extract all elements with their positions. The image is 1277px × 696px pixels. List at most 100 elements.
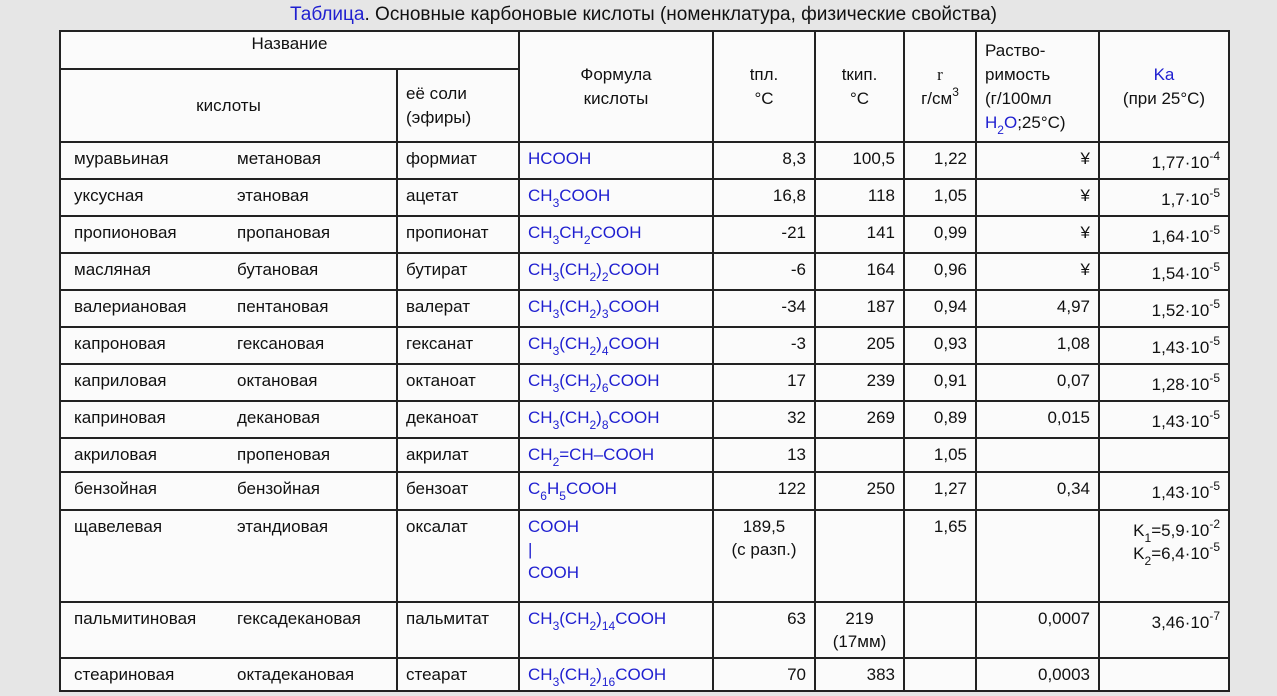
cell-text: валериановая <box>74 297 187 316</box>
cell-text: пропановая <box>237 223 331 242</box>
text-piece: ) <box>596 297 602 316</box>
text-piece: COOH <box>615 609 667 628</box>
cell-text: 100,5 <box>852 149 895 168</box>
melting-point: 122 <box>712 471 816 511</box>
subscript: 4 <box>601 344 609 358</box>
acid-name: пальмитиновая <box>59 601 229 659</box>
solubility: 0,07 <box>975 363 1100 402</box>
salt-name: акрилат <box>396 437 520 473</box>
subscript: 1 <box>1144 531 1152 545</box>
header-cell: кислоты <box>59 68 398 143</box>
subscript: 2 <box>589 270 597 284</box>
subscript: 2 <box>589 619 597 633</box>
formula: CH3CH2COOH <box>518 215 714 254</box>
formula: CH3(CH2)14COOH <box>518 601 714 659</box>
boiling-point: 141 <box>814 215 905 254</box>
subscript: 3 <box>601 307 609 321</box>
subscript: 5 <box>559 489 566 503</box>
ka: 1,43·10-5 <box>1098 471 1230 511</box>
cell-text: октановая <box>237 371 318 390</box>
melting-point: -6 <box>712 252 816 291</box>
systematic-name: гексановая <box>229 326 398 365</box>
solubility: 0,0007 <box>975 601 1100 659</box>
systematic-name: пентановая <box>229 289 398 328</box>
text-piece: H <box>546 479 560 498</box>
acids-table: Название Формула кислоты tпл. °С tкип. °… <box>59 30 1230 692</box>
subscript: 2 <box>589 675 597 689</box>
density <box>903 601 977 659</box>
salt-name: октаноат <box>396 363 520 402</box>
boiling-point: 250 <box>814 471 905 511</box>
cell-text: 239 <box>866 371 895 390</box>
cell-text: 0,93 <box>933 334 967 353</box>
boiling-point: 219 (17мм) <box>814 601 905 659</box>
text-piece: 1,43·10 <box>1151 412 1210 431</box>
text-piece: O <box>1003 112 1018 132</box>
boiling-point: 239 <box>814 363 905 402</box>
systematic-name: гексадекановая <box>229 601 398 659</box>
acid-name: щавелевая <box>59 509 229 603</box>
text-piece: COOH <box>608 408 660 427</box>
text-piece: (CH <box>559 609 590 628</box>
melting-point: -21 <box>712 215 816 254</box>
superscript: -5 <box>1209 479 1220 493</box>
table-row: стеариновая октадекановая стеарат CH3(CH2)1… <box>59 657 1230 692</box>
cell-text: стеариновая <box>74 665 175 684</box>
cell-text: формиат <box>406 149 477 168</box>
boiling-point <box>814 509 905 603</box>
acid-name: каприновая <box>59 400 229 439</box>
formula: CH3(CH2)4COOH <box>518 326 714 365</box>
acid-name: муравьиная <box>59 141 229 180</box>
subscript: 3 <box>552 381 560 395</box>
superscript: -5 <box>1209 334 1220 348</box>
text-piece: CH <box>528 609 553 628</box>
cell-text: гексановая <box>237 334 325 353</box>
formula: CH3(CH2)6COOH <box>518 363 714 402</box>
cell-text: Название <box>251 34 328 53</box>
formula: CH3(CH2)16COOH <box>518 657 714 692</box>
cell-text: 164 <box>866 260 895 279</box>
cell-text: 0,015 <box>1047 408 1090 427</box>
cell-text: пальмитиновая <box>74 609 197 628</box>
cell-text: 0,0003 <box>1038 665 1090 684</box>
subscript: 3 <box>552 307 560 321</box>
ka <box>1098 657 1230 692</box>
melting-point: 16,8 <box>712 178 816 217</box>
subscript: 2 <box>1144 554 1152 568</box>
boiling-point <box>814 437 905 473</box>
formula: CH3(CH2)2COOH <box>518 252 714 291</box>
text-piece: ) <box>596 408 602 427</box>
systematic-name: этандиовая <box>229 509 398 603</box>
text-piece: =6,4·10 <box>1151 544 1210 563</box>
ka: 1,52·10-5 <box>1098 289 1230 328</box>
density: 0,89 <box>903 400 977 439</box>
superscript: -4 <box>1209 149 1220 163</box>
ka: 1,7·10-5 <box>1098 178 1230 217</box>
text-piece: (CH <box>559 297 590 316</box>
salt-name: пропионат <box>396 215 520 254</box>
header-cell: tпл. °С <box>712 30 816 143</box>
cell-text: 205 <box>866 334 895 353</box>
cell-text: бензойная <box>237 479 320 498</box>
superscript: -5 <box>1209 408 1220 422</box>
solubility: ¥ <box>975 252 1100 291</box>
salt-name: пальмитат <box>396 601 520 659</box>
solubility: ¥ <box>975 178 1100 217</box>
cell-text: 118 <box>867 186 895 205</box>
solubility: 0,0003 <box>975 657 1100 692</box>
systematic-name: пропановая <box>229 215 398 254</box>
cell-text: 70 <box>787 665 806 684</box>
salt-name: стеарат <box>396 657 520 692</box>
text-piece: r <box>937 64 943 84</box>
cell-text: 383 <box>866 665 895 684</box>
text-piece: 1,77·10 <box>1151 153 1210 172</box>
table-row: каприловая октановая октаноат CH3(CH2)6COOH… <box>59 363 1230 402</box>
acid-name: уксусная <box>59 178 229 217</box>
salt-name: оксалат <box>396 509 520 603</box>
text-piece: COOH <box>559 186 611 205</box>
ka <box>1098 437 1230 473</box>
melting-point: 189,5 (с разп.) <box>712 509 816 603</box>
text-piece: COOH <box>608 297 660 316</box>
cell-text: ¥ <box>1080 149 1090 168</box>
systematic-name: бутановая <box>229 252 398 291</box>
